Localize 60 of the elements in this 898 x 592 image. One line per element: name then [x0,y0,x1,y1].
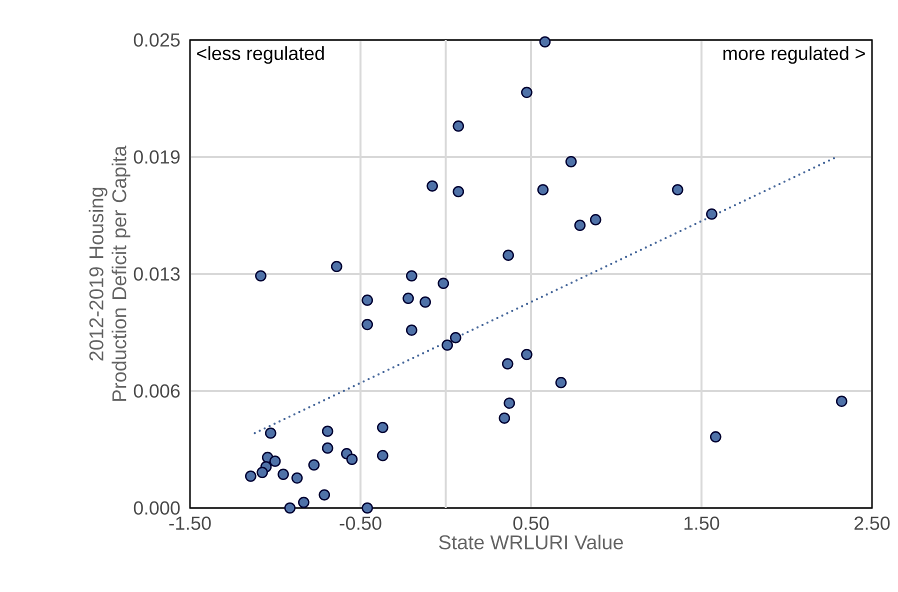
point [346,454,358,466]
y-tick-label: 0.013 [134,267,180,281]
point [438,278,450,290]
point [255,270,266,282]
x-tick-label: 1.50 [684,516,720,530]
point [362,318,374,330]
x-tick-label: -1.50 [169,516,211,530]
point [555,376,567,388]
point [376,422,388,434]
point [322,442,334,454]
point [504,397,516,409]
point [426,180,438,192]
point [264,427,276,439]
point [502,250,514,261]
point [330,260,342,272]
point [402,292,414,304]
point [537,184,549,196]
y-axis-title: 2012-2019 Housing Production Deficit per Capita [88,146,130,401]
point [672,184,684,196]
point [452,120,464,132]
point [498,412,510,424]
point [362,502,374,514]
y-tick-label: 0.000 [134,501,180,515]
point [442,339,453,351]
point [269,456,281,467]
annotation: <less regulated [197,46,324,64]
point [318,489,330,501]
point [706,208,718,220]
point [539,36,551,48]
point [590,214,602,226]
y-tick-label: 0.025 [134,33,180,47]
point [376,450,388,462]
point [406,324,418,336]
point [502,358,514,370]
point [565,156,577,168]
point [245,470,256,482]
point [420,296,431,308]
point [710,431,722,443]
point [284,502,296,514]
point [298,496,310,508]
y-tick-label: 0.006 [134,384,180,398]
point [452,186,464,198]
point [574,220,586,232]
x-tick-label: 2.50 [854,516,890,530]
point [450,332,462,344]
point [836,396,848,407]
y-tick-label: 0.019 [134,150,180,164]
point [322,426,334,437]
x-axis-title: State WRLURI Value [439,534,623,550]
point [291,472,303,484]
annotation: more regulated > [723,46,865,64]
point [278,468,289,480]
x-tick-label: 0.50 [513,516,549,530]
point [521,86,532,98]
point [406,270,418,282]
point [308,459,320,471]
point [521,348,532,360]
point [256,466,268,478]
point [362,294,374,306]
x-tick-label: -0.50 [340,516,382,530]
